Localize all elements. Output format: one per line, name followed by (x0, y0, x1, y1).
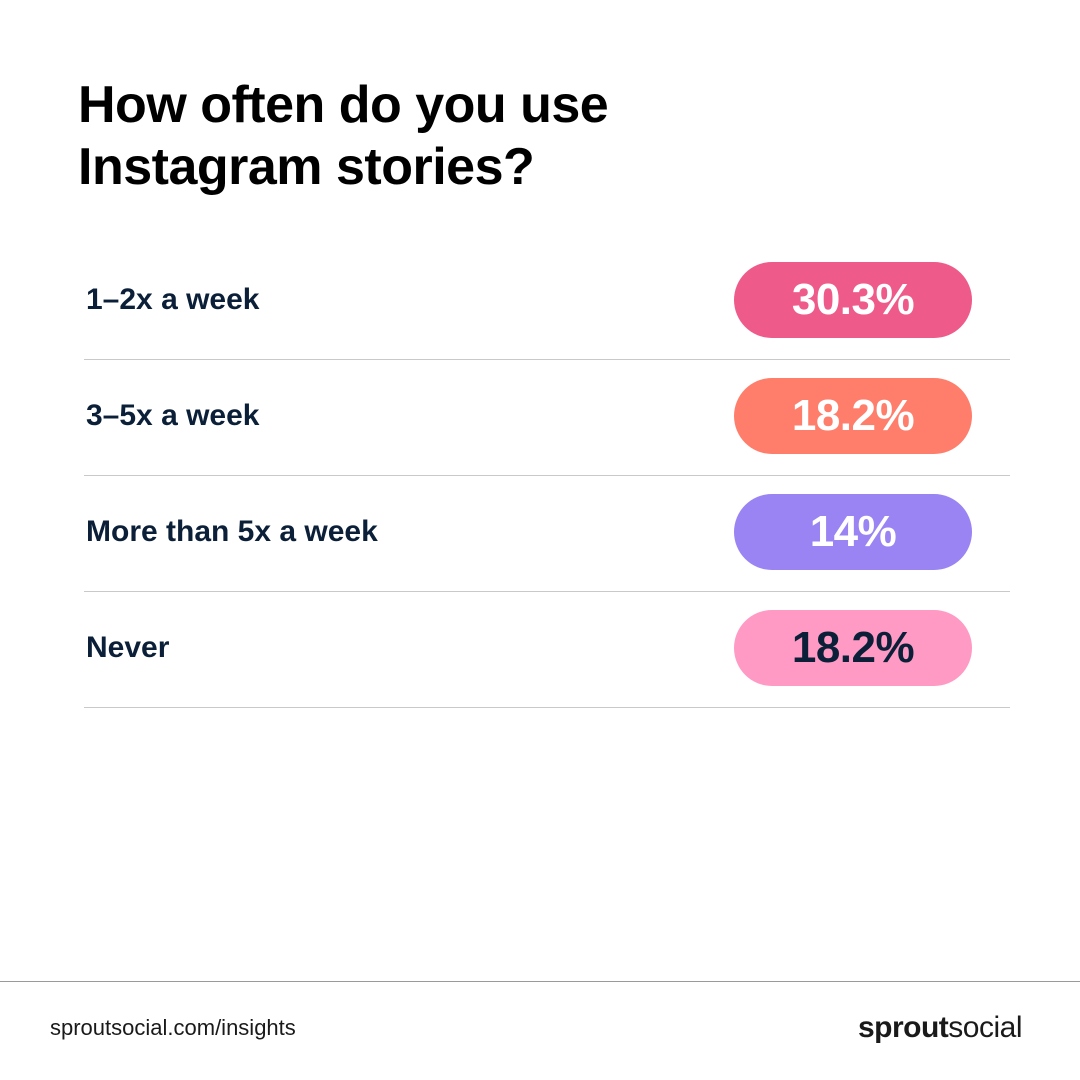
row-divider (84, 475, 1010, 476)
brand-wordmark-light: social (948, 1011, 1022, 1044)
chart-row: 3–5x a week 18.2% (84, 358, 1010, 476)
value-pill: 14% (734, 494, 972, 570)
chart-title-line-2: Instagram stories? (78, 138, 535, 196)
row-divider (84, 591, 1010, 592)
brand-wordmark-bold: sprout (857, 1011, 949, 1044)
chart-row: 1–2x a week 30.3% (84, 242, 1010, 360)
value-pill: 18.2% (734, 378, 972, 454)
chart-row: More than 5x a week 14% (84, 474, 1010, 592)
row-divider (84, 359, 1010, 360)
chart-title-line-1: How often do you use (78, 76, 609, 134)
chart-row: Never 18.2% (84, 590, 1010, 708)
footer-url: sproutsocial.com/insights (50, 1015, 296, 1040)
sprout-social-logo: sproutsocial (857, 1008, 1023, 1048)
footer-divider (0, 981, 1080, 982)
category-label: More than 5x a week (86, 515, 378, 548)
category-label: Never (86, 631, 170, 664)
chart-title: How often do you use Instagram stories? (78, 74, 978, 198)
chart-area: 1–2x a week 30.3% 3–5x a week 18.2% More tha… (84, 242, 1010, 712)
category-label: 1–2x a week (86, 283, 260, 316)
value-pill: 18.2% (734, 610, 972, 686)
category-label: 3–5x a week (86, 399, 260, 432)
row-divider (84, 707, 1010, 708)
value-pill: 30.3% (734, 262, 972, 338)
